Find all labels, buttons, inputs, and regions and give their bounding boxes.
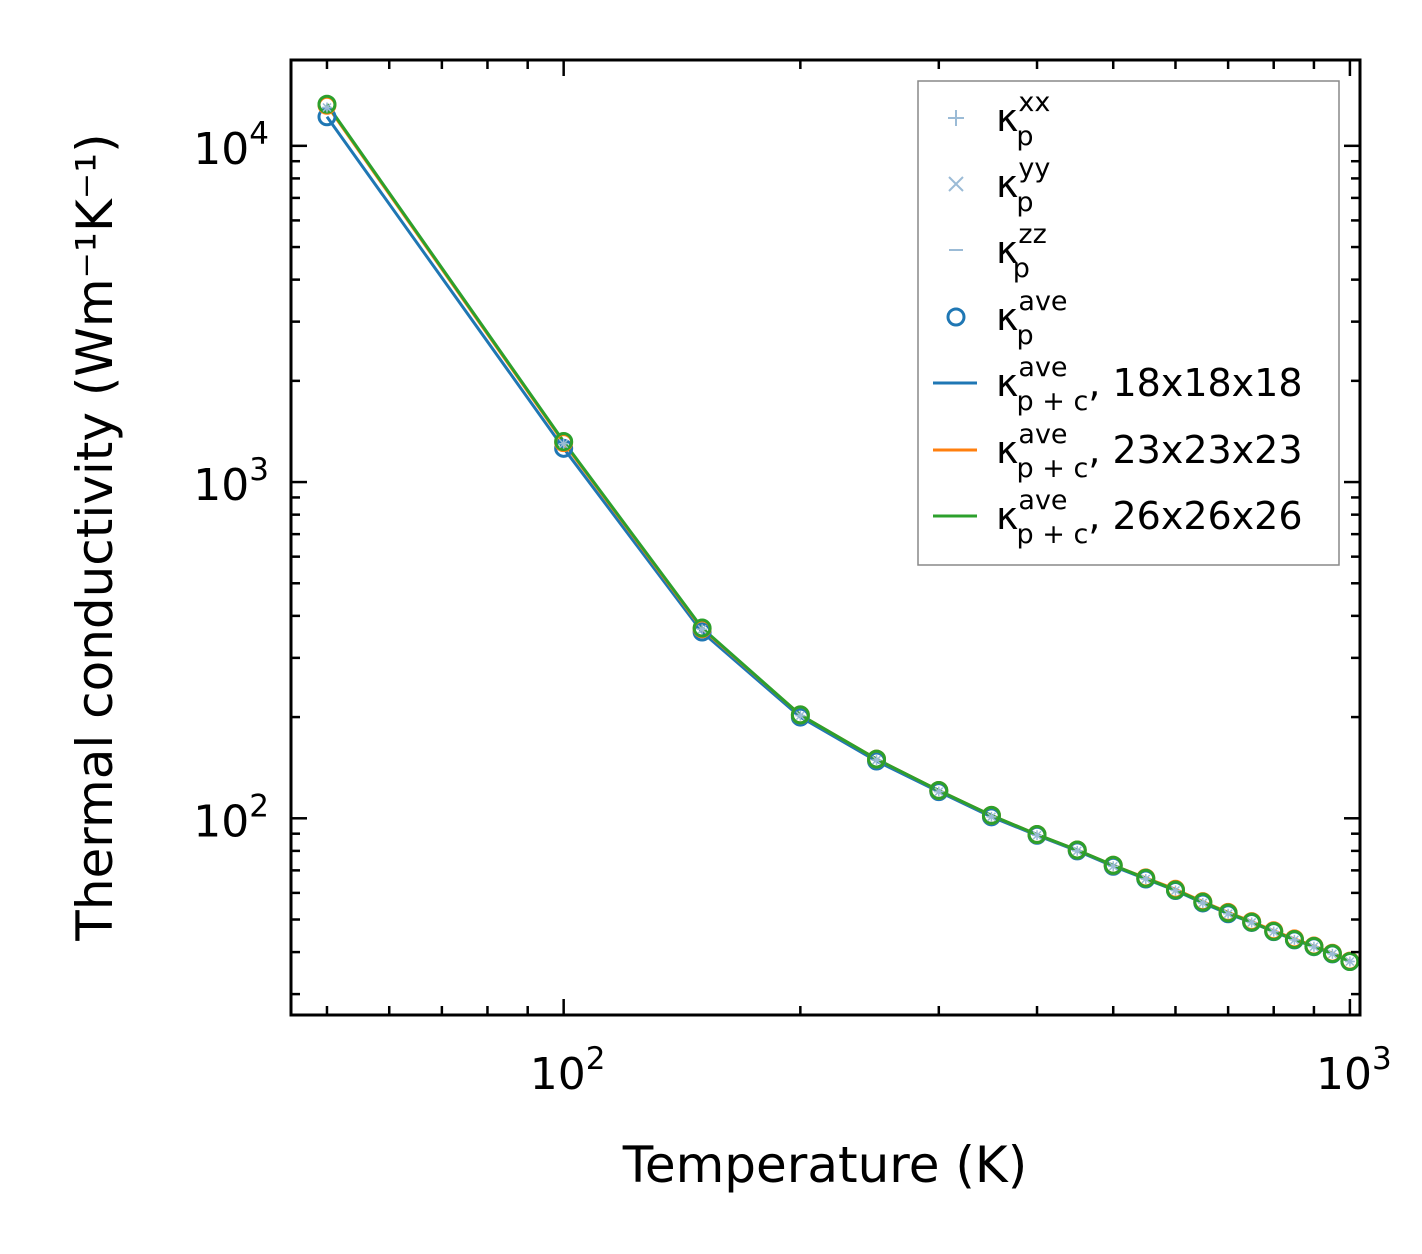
legend-suffix: , 26x26x26 xyxy=(1088,494,1302,538)
y-tick-label: 102 xyxy=(193,788,269,847)
legend-label: κave p + c, 23x23x23 xyxy=(996,419,1303,484)
data-point xyxy=(1193,892,1213,912)
legend-label: κxx p xyxy=(996,87,1050,152)
legend-suffix: , 18x18x18 xyxy=(1088,361,1302,405)
axes-frame xyxy=(289,58,1362,1017)
legend-superscript: zz xyxy=(1018,219,1046,250)
legend-entry: κave p xyxy=(946,286,1068,351)
tick-label-base: 10 xyxy=(193,796,249,847)
data-point xyxy=(1027,824,1047,844)
legend-entry: κave p + c, 23x23x23 xyxy=(933,419,1303,484)
axis-ticks xyxy=(291,60,1360,1015)
legend-symbol: κ xyxy=(996,295,1018,339)
data-point xyxy=(1103,855,1123,875)
x-axis-label: Temperature (K) xyxy=(622,1136,1027,1194)
legend-subscript: p + c xyxy=(1017,519,1089,550)
legend-superscript: ave xyxy=(1018,286,1067,317)
data-point xyxy=(1284,930,1304,950)
legend-subscript: p + c xyxy=(1017,386,1089,417)
legend-symbol: κ xyxy=(996,494,1018,538)
data-point xyxy=(867,749,887,769)
data-point xyxy=(1340,952,1360,972)
legend-entry: κzz p xyxy=(949,219,1047,284)
plot-content xyxy=(317,94,1360,972)
legend-frame xyxy=(917,80,1340,566)
tick-label-base: 10 xyxy=(1316,1049,1372,1100)
legend-label: κave p xyxy=(996,286,1068,351)
legend-entry: κyy p xyxy=(948,153,1050,218)
legend-entry: κave p + c, 18x18x18 xyxy=(933,352,1303,417)
y-tick-label: 104 xyxy=(193,116,269,175)
legend-label: κyy p xyxy=(996,153,1050,218)
tick-label-exponent: 4 xyxy=(249,116,269,152)
legend-label: κave p + c, 26x26x26 xyxy=(996,485,1303,550)
legend-label: κave p + c, 18x18x18 xyxy=(996,352,1303,417)
legend-symbol: κ xyxy=(996,96,1018,140)
data-point xyxy=(1136,868,1156,888)
legend-superscript: ave xyxy=(1018,352,1067,383)
legend-superscript: ave xyxy=(1018,419,1067,450)
x-tick-label: 103 xyxy=(1316,1041,1392,1100)
y-tick-label: 103 xyxy=(193,452,269,511)
data-point xyxy=(1242,912,1262,932)
tick-label-exponent: 3 xyxy=(1372,1041,1392,1077)
legend-superscript: xx xyxy=(1018,87,1050,118)
legend-superscript: ave xyxy=(1018,485,1067,516)
legend-subscript: p xyxy=(1016,121,1033,152)
legend-subscript: p xyxy=(1013,253,1030,284)
data-point xyxy=(1304,936,1324,956)
legend-marker xyxy=(948,176,964,192)
data-point xyxy=(1067,840,1087,860)
data-point xyxy=(1322,944,1342,964)
tick-label-exponent: 2 xyxy=(586,1041,606,1077)
data-point xyxy=(929,780,949,800)
series-line xyxy=(325,103,1351,963)
data-point xyxy=(1165,880,1185,900)
legend-marker xyxy=(948,110,964,126)
legend-symbol: κ xyxy=(996,228,1018,272)
tick-label-base: 10 xyxy=(193,460,249,511)
legend-entry: κxx p xyxy=(948,87,1050,152)
data-point xyxy=(1264,921,1284,941)
data-point xyxy=(692,618,712,638)
tick-label-exponent: 3 xyxy=(249,452,269,488)
legend-subscript: p xyxy=(1017,320,1034,351)
legend-symbol: κ xyxy=(996,428,1018,472)
data-point xyxy=(554,432,574,452)
data-point xyxy=(981,805,1001,825)
legend-entry: κave p + c, 26x26x26 xyxy=(933,485,1303,550)
data-point xyxy=(790,705,810,725)
legend-marker xyxy=(946,307,966,327)
legend-symbol: κ xyxy=(996,361,1018,405)
data-point xyxy=(1218,903,1238,923)
legend-label: κzz p xyxy=(996,219,1047,284)
legend-suffix: , 23x23x23 xyxy=(1088,428,1302,472)
tick-label-exponent: 2 xyxy=(249,788,269,824)
legend-symbol: κ xyxy=(996,162,1018,206)
legend-subscript: p + c xyxy=(1017,453,1089,484)
tick-label-base: 10 xyxy=(530,1049,586,1100)
legend-superscript: yy xyxy=(1018,153,1050,184)
tick-label-base: 10 xyxy=(193,124,249,175)
y-axis-label: Thermal conductivity (Wm⁻¹K⁻¹) xyxy=(66,133,124,941)
x-tick-label: 102 xyxy=(530,1041,606,1100)
legend-subscript: p xyxy=(1016,187,1033,218)
